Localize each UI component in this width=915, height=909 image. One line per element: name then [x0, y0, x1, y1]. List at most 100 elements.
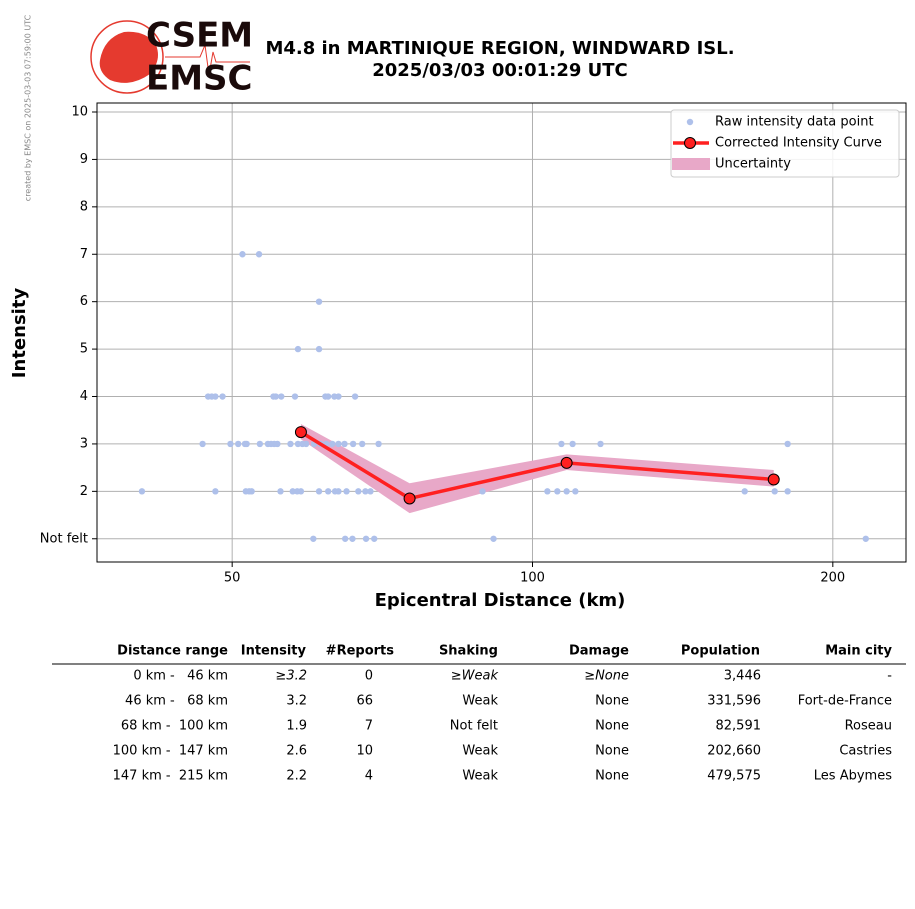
table-cell: 0 km - 46 km [133, 669, 228, 684]
table-cell: Weak [462, 694, 498, 709]
logo-top: CSEM [146, 16, 253, 56]
data-point [291, 393, 299, 400]
legend-box [670, 109, 900, 178]
table-cell: 331,596 [707, 694, 761, 709]
data-point [212, 488, 219, 495]
data-point [371, 535, 378, 542]
table-cell: 2.2 [286, 769, 307, 784]
table-cell: 3.2 [286, 694, 307, 709]
data-point [310, 535, 317, 542]
data-point [490, 535, 497, 542]
table-cell: 1.9 [286, 719, 307, 734]
logo: CSEM EMSC [90, 16, 253, 99]
table-header: Intensity [241, 644, 307, 659]
curve-marker [403, 492, 416, 505]
data-point [294, 440, 302, 448]
data-point [227, 440, 234, 448]
data-point [234, 440, 242, 448]
data-point [219, 393, 226, 400]
y-tick-label: 3 [80, 436, 88, 451]
data-point [256, 440, 264, 448]
data-point [362, 488, 369, 495]
legend-swatch [672, 158, 710, 170]
x-tick-label: 200 [820, 571, 845, 586]
y-axis-label: Intensity [9, 288, 30, 379]
table-cell: None [595, 769, 629, 784]
data-point [324, 488, 332, 495]
data-point [572, 488, 579, 495]
curve-marker [560, 456, 573, 469]
data-point [315, 345, 323, 353]
y-tick-label: 8 [80, 199, 88, 214]
data-point [784, 440, 791, 448]
legend-label: Raw intensity data point [715, 115, 874, 130]
table-header: Shaking [439, 644, 498, 659]
table-header: #Reports [326, 644, 395, 659]
data-point [302, 440, 310, 448]
table-cell: 3,446 [724, 669, 761, 684]
data-point [335, 393, 342, 400]
logo-ring [90, 20, 164, 94]
data-point [277, 488, 284, 495]
table-header: Distance range [117, 644, 228, 659]
data-point [289, 488, 296, 495]
table-cell: Fort-de-France [798, 694, 892, 709]
table-cell: ≥Weak [451, 669, 499, 684]
data-point [554, 488, 561, 495]
data-point [315, 298, 323, 305]
table-cell: 7 [365, 719, 373, 734]
data-point [329, 440, 336, 448]
legend-marker [686, 118, 694, 126]
data-point [351, 393, 359, 400]
y-tick-label: 7 [80, 247, 88, 262]
x-tick-label: 50 [224, 571, 241, 586]
curve-marker [767, 473, 780, 486]
data-point [294, 345, 302, 353]
legend-marker [684, 137, 696, 149]
table-cell: Weak [462, 769, 498, 784]
chart-subtitle: 2025/03/03 00:01:29 UTC [372, 60, 628, 81]
table-cell: Roseau [845, 719, 892, 734]
table-cell: - [887, 669, 892, 684]
table-cell: 46 km - 68 km [125, 694, 228, 709]
y-tick-label: 5 [80, 342, 88, 357]
table-cell: Les Abymes [814, 769, 892, 784]
table-cell: 2.6 [286, 744, 307, 759]
data-point [255, 251, 263, 258]
data-point [355, 488, 362, 495]
table-cell: Weak [462, 744, 498, 759]
data-point [544, 488, 551, 495]
data-point [287, 440, 294, 448]
table-cell: 100 km - 147 km [113, 744, 228, 759]
curve-marker [294, 426, 307, 439]
data-point [138, 488, 146, 495]
table-cell: 479,575 [707, 769, 761, 784]
data-point [349, 440, 357, 448]
data-point [335, 488, 342, 495]
chart-title: M4.8 in MARTINIQUE REGION, WINDWARD ISL. [265, 38, 734, 59]
data-point [558, 440, 565, 448]
data-point [199, 440, 206, 448]
logo-bottom: EMSC [146, 59, 253, 99]
data-point [341, 535, 349, 542]
table-cell: None [595, 744, 629, 759]
data-point [274, 440, 281, 448]
y-tick-label: 9 [80, 152, 88, 167]
data-point [343, 488, 350, 495]
data-point [569, 440, 576, 448]
table-cell: ≥None [584, 669, 629, 684]
data-point [297, 488, 305, 495]
data-point [771, 488, 778, 495]
table-cell: 202,660 [707, 744, 761, 759]
data-point [341, 440, 348, 448]
legend-label: Uncertainty [715, 157, 791, 172]
data-point [248, 488, 255, 495]
data-point [272, 393, 280, 400]
table-cell: 0 [365, 669, 373, 684]
data-point [243, 440, 250, 448]
data-point [375, 440, 382, 448]
y-tick-label: 2 [80, 484, 88, 499]
x-tick-label: 100 [520, 571, 545, 586]
logo-map [99, 31, 158, 83]
data-point [212, 393, 219, 400]
